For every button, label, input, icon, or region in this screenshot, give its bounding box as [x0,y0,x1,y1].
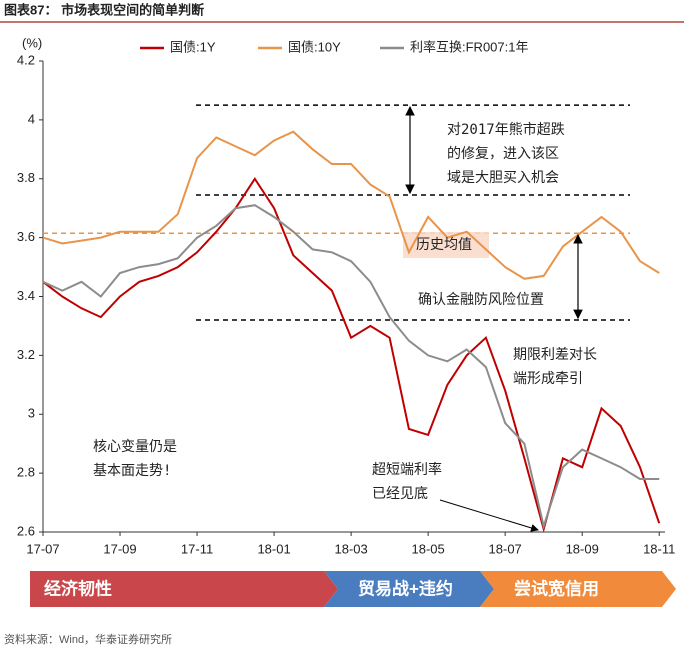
y-unit: (%) [22,35,42,50]
x-tick-label: 18-09 [566,541,599,556]
series-line [42,176,661,533]
y-tick-label: 2.6 [17,523,35,538]
x-tick-label: 17-11 [181,541,213,556]
x-tick-label: 18-03 [334,541,367,556]
annotation: 的修复，进入该区 [447,145,559,162]
y-tick-label: 3.2 [17,347,35,362]
x-tick-label: 18-07 [489,541,522,556]
chart-title: 图表87： 市场表现空间的简单判断 [4,2,204,17]
y-tick-label: 3 [28,406,35,421]
phase-label: 尝试宽信用 [514,578,599,598]
legend-label: 利率互换:FR007:1年 [410,39,528,54]
pointer-arrow [439,499,539,532]
source: 资料来源：Wind，华泰证券研究所 [4,632,172,646]
annotation: 超短端利率 [372,461,442,478]
legend-label: 国债:1Y [170,39,216,54]
x-tick-label: 17-09 [103,541,136,556]
y-tick-label: 3.6 [17,229,35,244]
annotation: 对2017年熊市超跌 [447,121,565,138]
phase-arrow [480,571,676,607]
phase-label: 经济韧性 [44,578,112,598]
phase-arrow [324,571,494,607]
series-line [42,204,660,530]
annotation: 确认金融防风险位置 [418,292,544,308]
legend-label: 国债:10Y [288,39,341,54]
x-tick-label: 18-05 [412,541,445,556]
y-tick-label: 3.8 [17,170,35,185]
y-tick-label: 3.4 [17,288,35,303]
annotation: 核心变量仍是 [93,439,177,455]
phase-label: 贸易战+违约 [358,578,453,598]
y-tick-label: 4 [28,111,35,126]
y-tick-label: 2.8 [17,465,35,480]
annotation: 已经见底 [372,486,428,502]
annotation: 域是大胆买入机会 [447,170,559,186]
y-tick-label: 4.2 [17,52,35,67]
annotation: 期限利差对长 [513,347,597,363]
annotation: 端形成牵引 [513,371,583,387]
annotation: 基本面走势! [93,462,171,479]
annotation: 历史均值 [416,237,472,253]
phase-arrow [30,571,338,607]
x-tick-label: 18-01 [257,541,290,556]
series-line [42,130,660,280]
x-tick-label: 18-11 [643,541,675,556]
x-tick-label: 17-07 [26,541,59,556]
